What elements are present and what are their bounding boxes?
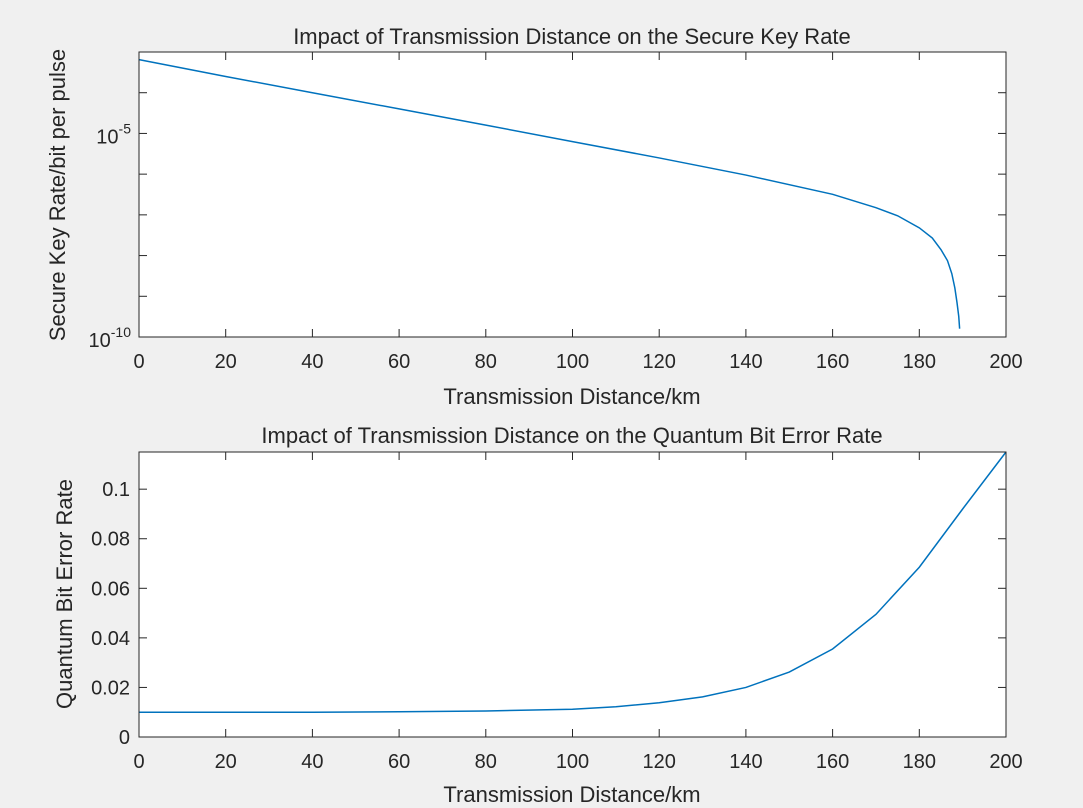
x-tick-label: 80 [475, 351, 497, 373]
y-tick-label: 0 [119, 727, 130, 749]
chart-title: Impact of Transmission Distance on the Q… [261, 423, 882, 448]
x-tick-label: 160 [816, 351, 849, 373]
axes-box [138, 51, 1007, 338]
plot-area [139, 452, 1006, 737]
x-tick-label: 80 [475, 751, 497, 773]
x-tick-label: 100 [556, 751, 589, 773]
y-tick-label: 10-5 [96, 120, 131, 148]
x-tick-label: 100 [556, 351, 589, 373]
x-tick-label: 0 [133, 751, 144, 773]
x-axis-label: Transmission Distance/km [443, 782, 700, 807]
y-tick-label: 0.1 [102, 479, 130, 501]
x-tick-labels: 0 20 40 60 80 100 120 140 160 180 200 [133, 351, 1022, 373]
x-tick-label: 140 [729, 351, 762, 373]
axes-box [138, 451, 1007, 738]
y-tick-labels: 0 0.02 0.04 0.06 0.08 0.1 [91, 479, 130, 749]
y-tick-base: 10 [96, 126, 118, 148]
series-line [138, 58, 961, 329]
qber-chart: 0 20 40 60 80 100 120 140 160 180 200 0 0.02 0.04 0.0… [52, 423, 1023, 807]
x-tick-label: 0 [133, 351, 144, 373]
y-tick-exponent: -5 [119, 120, 132, 136]
y-axis-label: Quantum Bit Error Rate [52, 479, 77, 709]
y-tick-label: 0.02 [91, 677, 130, 699]
y-tick-label: 0.06 [91, 578, 130, 600]
y-tick-label: 0.04 [91, 628, 130, 650]
x-tick-label: 120 [643, 351, 676, 373]
x-tick-labels: 0 20 40 60 80 100 120 140 160 180 200 [133, 751, 1022, 773]
y-axis-label: Secure Key Rate/bit per pulse [45, 49, 70, 341]
y-tick-label: 0.08 [91, 529, 130, 551]
x-tick-label: 20 [215, 751, 237, 773]
x-tick-label: 180 [903, 751, 936, 773]
x-tick-label: 200 [989, 751, 1022, 773]
x-tick-label: 160 [816, 751, 849, 773]
x-tick-label: 140 [729, 751, 762, 773]
x-tick-label: 60 [388, 751, 410, 773]
y-tick-exponent: -10 [111, 324, 131, 340]
y-tick-label: 10-10 [89, 324, 132, 352]
x-tick-label: 20 [215, 351, 237, 373]
x-tick-label: 60 [388, 351, 410, 373]
series-line [139, 451, 1007, 713]
plot-area [139, 52, 1006, 337]
x-tick-label: 180 [903, 351, 936, 373]
tick-marks [138, 51, 1007, 338]
x-axis-label: Transmission Distance/km [443, 384, 700, 409]
chart-title: Impact of Transmission Distance on the S… [293, 24, 851, 49]
x-tick-label: 120 [643, 751, 676, 773]
x-tick-label: 40 [301, 351, 323, 373]
x-tick-label: 40 [301, 751, 323, 773]
y-tick-base: 10 [89, 330, 111, 352]
x-tick-label: 200 [989, 351, 1022, 373]
